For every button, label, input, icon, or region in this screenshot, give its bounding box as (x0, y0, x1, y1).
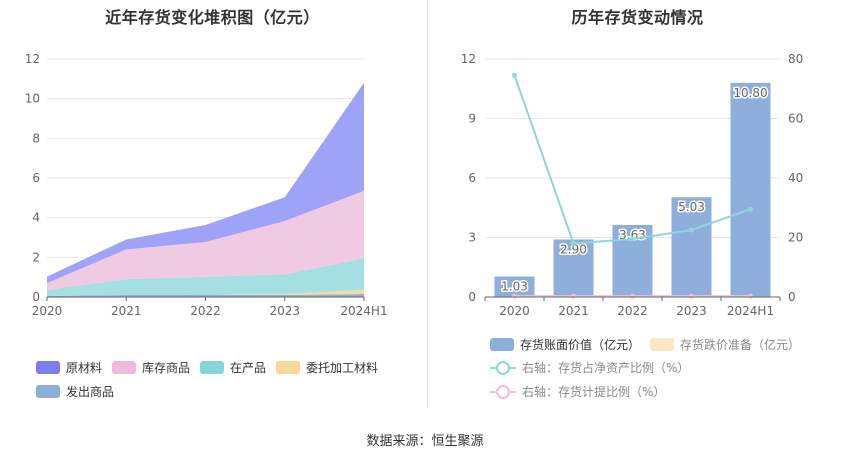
area-series (47, 258, 364, 297)
x-tick-label: 2023 (676, 304, 707, 318)
legend-item-consigned-materials[interactable]: 委托加工材料 (276, 359, 378, 376)
legend-item-goods-shipped[interactable]: 发出商品 (36, 383, 114, 400)
legend-swatch (490, 338, 514, 351)
bar-data-label: 1.03 (501, 280, 528, 294)
x-tick-label: 2021 (558, 304, 589, 318)
y2-tick-label: 20 (788, 231, 803, 245)
area-series (47, 82, 364, 284)
line-point (630, 236, 635, 242)
y-tick-label: 4 (32, 211, 40, 225)
x-tick-label: 2024H1 (340, 304, 387, 318)
area-series (47, 190, 364, 291)
line-point (512, 293, 517, 299)
line-point (571, 240, 576, 246)
legend-item-finished-goods[interactable]: 库存商品 (112, 359, 190, 376)
y-tick-label: 8 (32, 131, 40, 145)
legend-label: 右轴：存货计提比例（%） (522, 385, 666, 399)
bar-data-label: 5.03 (678, 200, 705, 214)
x-tick-label: 2022 (190, 304, 221, 318)
legend-swatch (112, 361, 136, 374)
line-point (630, 293, 635, 299)
x-tick-label: 2022 (617, 304, 648, 318)
x-tick-label: 2024H1 (727, 304, 774, 318)
y-tick-label: 0 (32, 290, 40, 304)
legend-label: 右轴：存货占净资产比例（%） (522, 361, 690, 375)
area-series (47, 290, 364, 297)
bar (553, 239, 594, 297)
legend-swatch (650, 338, 674, 351)
legend-item-ratio-net-assets[interactable]: 右轴：存货占净资产比例（%） (490, 359, 689, 376)
y-tick-label: 3 (468, 231, 476, 245)
legend-swatch (276, 361, 300, 374)
legend-label: 库存商品 (142, 361, 191, 375)
y-tick-label: 10 (25, 92, 40, 106)
bar-data-label: 2.90 (560, 242, 587, 256)
bar (494, 276, 535, 297)
bar (730, 82, 771, 297)
legend-item-raw-materials[interactable]: 原材料 (36, 359, 102, 376)
y2-tick-label: 0 (788, 290, 796, 304)
x-tick-label: 2020 (32, 304, 63, 318)
legend-label: 存货账面价值（亿元） (520, 338, 641, 352)
legend-swatch (36, 361, 60, 374)
legend-label: 委托加工材料 (306, 361, 379, 375)
legend-swatch (36, 385, 60, 398)
y2-tick-label: 40 (788, 171, 803, 185)
line-point (571, 293, 576, 299)
y-tick-label: 12 (25, 52, 40, 66)
line-point (689, 293, 694, 299)
legend-item-book-value[interactable]: 存货账面价值（亿元） (490, 336, 640, 353)
y-tick-label: 6 (32, 171, 40, 185)
line-point (689, 227, 694, 233)
y-tick-label: 12 (461, 52, 476, 66)
y-tick-label: 2 (32, 250, 40, 264)
bar (671, 197, 712, 297)
legend-label: 存货跌价准备（亿元） (680, 338, 801, 352)
legend-line-swatch (490, 360, 516, 375)
bar-data-label: 10.80 (733, 86, 767, 100)
data-source-note: 数据来源：恒生聚源 (366, 434, 484, 449)
legend-label: 在产品 (230, 361, 267, 375)
legend-item-provision-ratio[interactable]: 右轴：存货计提比例（%） (490, 383, 665, 400)
x-tick-label: 2020 (499, 304, 530, 318)
line-series (513, 75, 751, 245)
y-tick-label: 0 (468, 290, 476, 304)
y-tick-label: 6 (468, 171, 476, 185)
y2-tick-label: 60 (788, 112, 803, 126)
legend-label: 原材料 (66, 361, 103, 375)
x-tick-label: 2021 (111, 304, 142, 318)
legend-line-swatch (490, 384, 516, 399)
line-point (748, 206, 753, 212)
panel-divider (427, 0, 428, 408)
legend-item-wip[interactable]: 在产品 (200, 359, 266, 376)
area-series (47, 294, 364, 297)
legend-label: 发出商品 (66, 385, 115, 399)
left-chart-title: 近年存货变化堆积图（亿元） (105, 8, 320, 27)
x-tick-label: 2023 (269, 304, 300, 318)
y-tick-label: 9 (468, 112, 476, 126)
legend-swatch (200, 361, 224, 374)
line-point (748, 293, 753, 299)
line-point (512, 72, 517, 78)
legend-item-impairment[interactable]: 存货跌价准备（亿元） (650, 336, 800, 353)
y2-tick-label: 80 (788, 52, 803, 66)
right-chart-title: 历年存货变动情况 (571, 8, 704, 27)
